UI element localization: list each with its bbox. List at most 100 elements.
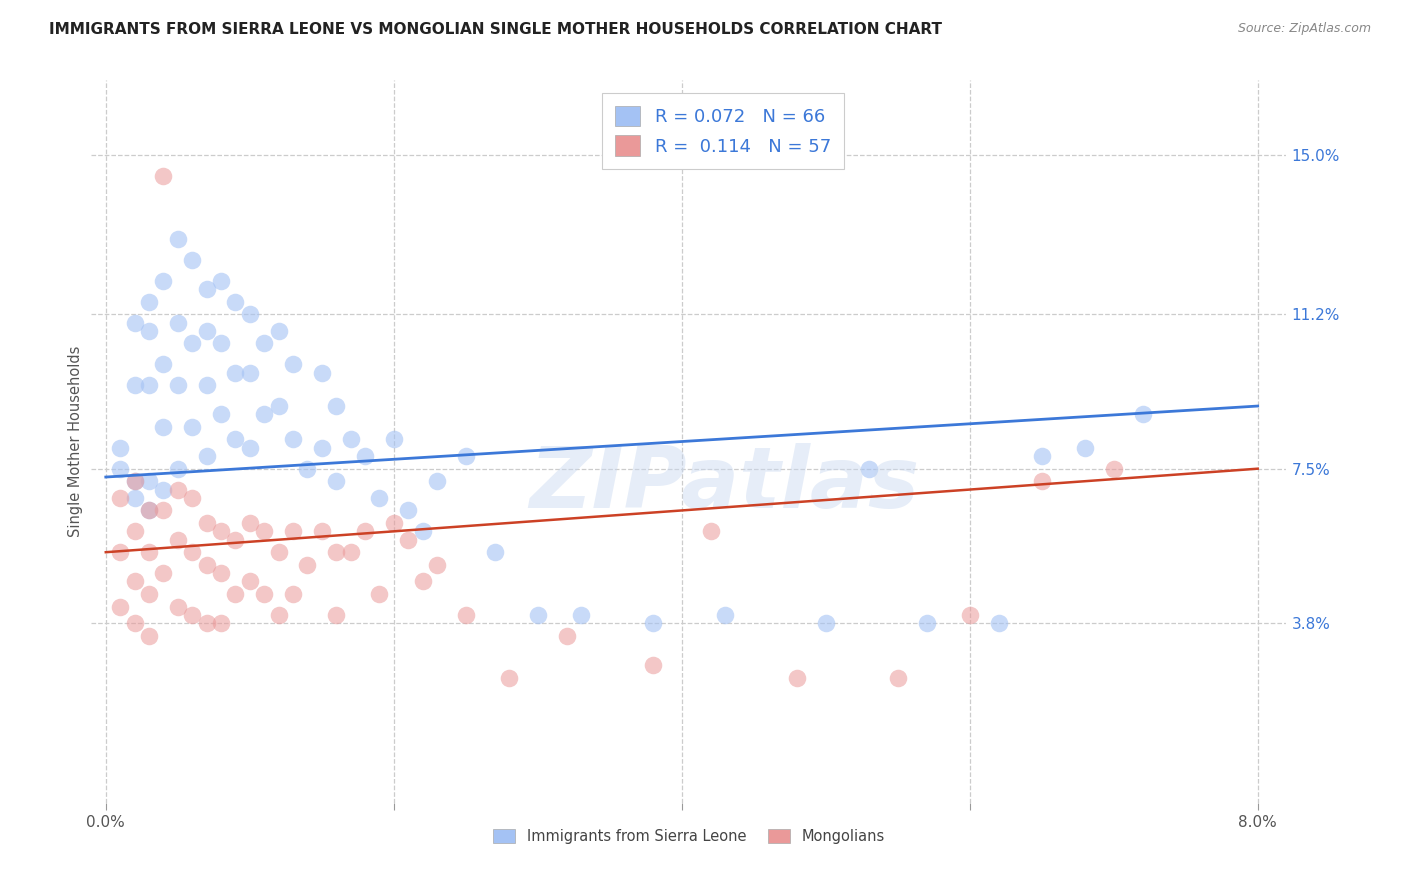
Y-axis label: Single Mother Households: Single Mother Households: [67, 346, 83, 537]
Point: [108, 545, 131, 559]
Point: [195, 516, 218, 530]
Point: [311, 524, 333, 539]
Point: [239, 307, 262, 321]
Point: [239, 516, 262, 530]
Point: [166, 316, 188, 330]
Point: [959, 607, 981, 622]
Point: [555, 629, 578, 643]
Point: [124, 474, 146, 488]
Point: [253, 336, 276, 351]
Point: [699, 524, 721, 539]
Point: [124, 474, 146, 488]
Point: [209, 408, 232, 422]
Point: [124, 524, 146, 539]
Point: [224, 294, 246, 309]
Point: [108, 461, 131, 475]
Point: [166, 533, 188, 547]
Point: [224, 587, 246, 601]
Point: [239, 441, 262, 455]
Point: [181, 252, 204, 267]
Point: [209, 524, 232, 539]
Point: [124, 574, 146, 589]
Point: [152, 566, 174, 580]
Point: [181, 491, 204, 505]
Point: [426, 558, 449, 572]
Point: [138, 545, 160, 559]
Point: [166, 599, 188, 614]
Point: [195, 558, 218, 572]
Point: [108, 441, 131, 455]
Point: [382, 516, 405, 530]
Point: [253, 408, 276, 422]
Point: [124, 491, 146, 505]
Point: [239, 366, 262, 380]
Point: [209, 274, 232, 288]
Point: [195, 324, 218, 338]
Point: [181, 420, 204, 434]
Point: [108, 599, 131, 614]
Point: [124, 378, 146, 392]
Point: [915, 616, 938, 631]
Point: [195, 378, 218, 392]
Text: ZIPatlas: ZIPatlas: [530, 443, 920, 526]
Point: [267, 324, 290, 338]
Point: [152, 483, 174, 497]
Point: [382, 433, 405, 447]
Point: [354, 449, 377, 463]
Point: [166, 232, 188, 246]
Point: [325, 607, 347, 622]
Point: [886, 671, 908, 685]
Point: [281, 587, 304, 601]
Point: [209, 566, 232, 580]
Point: [152, 420, 174, 434]
Point: [267, 607, 290, 622]
Point: [1031, 449, 1053, 463]
Legend: Immigrants from Sierra Leone, Mongolians: Immigrants from Sierra Leone, Mongolians: [488, 823, 890, 850]
Point: [454, 607, 477, 622]
Point: [311, 366, 333, 380]
Point: [1102, 461, 1125, 475]
Point: [858, 461, 880, 475]
Point: [412, 524, 434, 539]
Point: [281, 357, 304, 371]
Point: [138, 503, 160, 517]
Point: [152, 274, 174, 288]
Point: [138, 324, 160, 338]
Point: [325, 474, 347, 488]
Point: [209, 616, 232, 631]
Point: [181, 545, 204, 559]
Point: [325, 545, 347, 559]
Point: [339, 545, 361, 559]
Point: [354, 524, 377, 539]
Point: [152, 357, 174, 371]
Text: IMMIGRANTS FROM SIERRA LEONE VS MONGOLIAN SINGLE MOTHER HOUSEHOLDS CORRELATION C: IMMIGRANTS FROM SIERRA LEONE VS MONGOLIA…: [49, 22, 942, 37]
Point: [124, 316, 146, 330]
Point: [195, 282, 218, 296]
Point: [641, 616, 664, 631]
Point: [224, 533, 246, 547]
Point: [181, 607, 204, 622]
Point: [166, 461, 188, 475]
Point: [166, 483, 188, 497]
Point: [138, 294, 160, 309]
Text: Source: ZipAtlas.com: Source: ZipAtlas.com: [1237, 22, 1371, 36]
Point: [138, 629, 160, 643]
Point: [281, 433, 304, 447]
Point: [138, 587, 160, 601]
Point: [987, 616, 1010, 631]
Point: [195, 616, 218, 631]
Point: [152, 169, 174, 184]
Point: [325, 399, 347, 413]
Point: [239, 574, 262, 589]
Point: [1031, 474, 1053, 488]
Point: [181, 336, 204, 351]
Point: [166, 378, 188, 392]
Point: [368, 587, 391, 601]
Point: [641, 657, 664, 672]
Point: [339, 433, 361, 447]
Point: [138, 378, 160, 392]
Point: [253, 587, 276, 601]
Point: [267, 545, 290, 559]
Point: [267, 399, 290, 413]
Point: [253, 524, 276, 539]
